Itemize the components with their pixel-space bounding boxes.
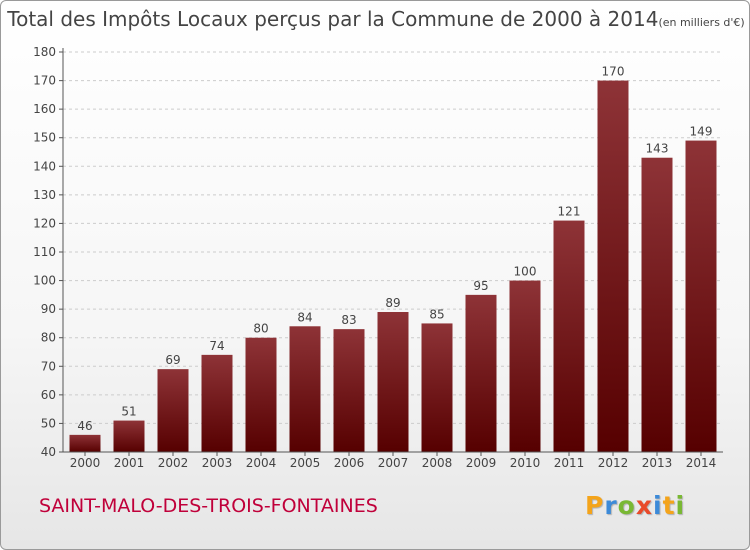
- proxiti-logo: Proxiti: [585, 491, 685, 520]
- value-label: 84: [297, 310, 312, 324]
- axes: [59, 48, 723, 456]
- x-tick-label: 2002: [158, 456, 189, 470]
- bar: [685, 140, 717, 453]
- bar: [641, 157, 673, 452]
- y-tick-label: 120: [33, 216, 56, 230]
- bar: [377, 312, 409, 452]
- chart-title-unit: (en milliers d'€): [658, 16, 745, 29]
- x-tick-label: 2003: [202, 456, 233, 470]
- value-label: 89: [385, 296, 400, 310]
- x-tick-label: 2001: [114, 456, 145, 470]
- logo-letter: x: [635, 491, 653, 520]
- x-tick-label: 2009: [466, 456, 497, 470]
- x-tick-label: 2006: [334, 456, 365, 470]
- value-label: 95: [473, 279, 488, 293]
- bar: [289, 326, 321, 452]
- value-label: 80: [253, 322, 268, 336]
- y-tick-label: 180: [33, 45, 56, 59]
- chart-title: Total des Impôts Locaux perçus par la Co…: [1, 7, 749, 31]
- value-label: 85: [429, 307, 444, 321]
- y-tick-label: 100: [33, 274, 56, 288]
- y-tick-labels: 40 50 60 70 80 90 100 110 120 130 140 150 160 170 180: [33, 45, 56, 459]
- bar: [509, 280, 541, 452]
- value-label: 143: [646, 142, 669, 156]
- logo-letter: i: [653, 491, 663, 520]
- y-tick-label: 70: [41, 359, 56, 373]
- bar: [465, 294, 497, 452]
- x-tick-label: 2013: [642, 456, 673, 470]
- x-tick-label: 2007: [378, 456, 409, 470]
- logo-letter: t: [662, 491, 676, 520]
- x-tick-labels: 2000 2001 2002 2003 2004 2005 2006 2007 2008 2009…: [70, 456, 717, 470]
- x-tick-label: 2000: [70, 456, 101, 470]
- y-tick-label: 60: [41, 388, 56, 402]
- y-tick-label: 80: [41, 331, 56, 345]
- y-tick-label: 110: [33, 245, 56, 259]
- x-tick-label: 2005: [290, 456, 321, 470]
- x-tick-label: 2008: [422, 456, 453, 470]
- bar: [597, 80, 629, 453]
- value-labels: 46 51 69 74 80 84 83 89 85 95 100 121 170 143 149: [77, 65, 712, 433]
- bar: [421, 323, 453, 452]
- value-label: 100: [514, 265, 537, 279]
- bar: [553, 220, 585, 452]
- value-label: 149: [690, 125, 713, 139]
- y-tick-label: 50: [41, 416, 56, 430]
- logo-letter: i: [675, 491, 686, 520]
- y-tick-label: 140: [33, 159, 56, 173]
- x-tick-label: 2004: [246, 456, 277, 470]
- logo-letter: P: [585, 491, 605, 520]
- x-tick-label: 2012: [598, 456, 629, 470]
- logo-letter: r: [604, 491, 618, 520]
- x-tick-label: 2011: [554, 456, 585, 470]
- value-label: 121: [558, 205, 581, 219]
- value-label: 46: [77, 419, 92, 433]
- bars: [69, 80, 717, 453]
- x-tick-label: 2014: [686, 456, 717, 470]
- bar: [333, 329, 365, 452]
- value-label: 69: [165, 353, 180, 367]
- y-tick-label: 170: [33, 74, 56, 88]
- y-tick-label: 130: [33, 188, 56, 202]
- x-tick-label: 2010: [510, 456, 541, 470]
- bar: [245, 337, 277, 452]
- chart-title-main: Total des Impôts Locaux perçus par la Co…: [7, 7, 659, 31]
- bar: [69, 434, 101, 452]
- bar: [157, 369, 189, 452]
- y-tick-label: 160: [33, 102, 56, 116]
- logo-letter: o: [617, 491, 636, 520]
- y-tick-label: 150: [33, 131, 56, 145]
- commune-name: SAINT-MALO-DES-TROIS-FONTAINES: [39, 495, 378, 517]
- y-tick-label: 40: [41, 445, 56, 459]
- value-label: 74: [209, 339, 224, 353]
- value-label: 51: [121, 405, 136, 419]
- value-label: 83: [341, 313, 356, 327]
- value-label: 170: [602, 65, 625, 79]
- bar: [201, 354, 233, 452]
- y-tick-label: 90: [41, 302, 56, 316]
- bar: [113, 420, 145, 452]
